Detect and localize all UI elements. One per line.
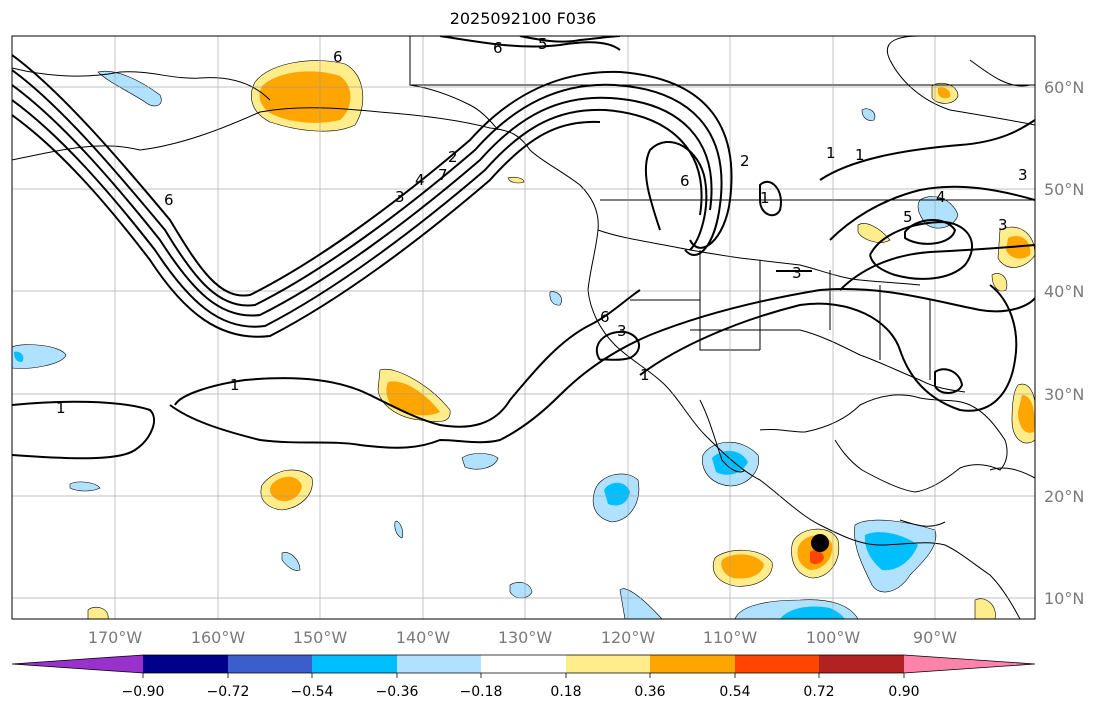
contour-label: 1 — [760, 189, 770, 207]
colorbar-segment — [904, 655, 1035, 673]
contour-label: 5 — [903, 208, 913, 226]
latitude-labels: 60°N 50°N 40°N 30°N 20°N 10°N — [1044, 78, 1084, 608]
contour-label: 3 — [617, 322, 627, 340]
contour-label: 4 — [936, 188, 946, 206]
contour-label: 6 — [493, 39, 503, 57]
colorbar-segment — [143, 655, 229, 673]
colorbar-tick-label: −0.36 — [376, 684, 419, 700]
contour-label: 6 — [600, 308, 610, 326]
map-title: 2025092100 F036 — [449, 9, 597, 28]
colorbar-tick-label: 0.36 — [634, 684, 665, 700]
lon-label: 130°W — [498, 628, 553, 647]
contour-label: 3 — [998, 216, 1008, 234]
colorbar-segment — [735, 655, 821, 673]
map-border — [11, 35, 1036, 620]
colorbar-tick-label: −0.18 — [460, 684, 503, 700]
colorbar-tick-label: −0.90 — [122, 684, 165, 700]
contour-label: 5 — [538, 35, 548, 53]
contour-label: 6 — [164, 191, 174, 209]
colorbar-segment — [819, 655, 905, 673]
lat-label: 40°N — [1044, 282, 1084, 301]
lat-label: 50°N — [1044, 180, 1084, 199]
colorbar-segment — [566, 655, 652, 673]
contour-label: 1 — [56, 399, 66, 417]
lat-label: 20°N — [1044, 487, 1084, 506]
colorbar-segment — [312, 655, 398, 673]
colorbar-segment — [397, 655, 483, 673]
colorbar-segment — [481, 655, 567, 673]
lat-label: 10°N — [1044, 589, 1084, 608]
lon-label: 140°W — [396, 628, 451, 647]
lon-label: 110°W — [703, 628, 758, 647]
contour-label: 6 — [680, 172, 690, 190]
lat-label: 60°N — [1044, 78, 1084, 97]
lon-label: 160°W — [191, 628, 246, 647]
contour-lines — [12, 36, 1035, 460]
contour-label: 6 — [333, 48, 343, 66]
contour-label: 3 — [792, 264, 802, 282]
lat-label: 30°N — [1044, 385, 1084, 404]
shade-bering-negative — [97, 70, 162, 107]
contour-label-group: 6 5 6 6 2 3 4 7 1 1 1 1 2 6 1 1 3 3 3 4 … — [56, 35, 1028, 417]
lon-label: 90°W — [913, 628, 957, 647]
colorbar-tick-label: −0.72 — [207, 684, 250, 700]
contour-label: 1 — [230, 376, 240, 394]
colorbar-tick-label: 0.72 — [803, 684, 834, 700]
colorbar-segment — [650, 655, 736, 673]
colorbar-tick-label: −0.54 — [291, 684, 334, 700]
lon-label: 120°W — [601, 628, 656, 647]
contour-label: 2 — [740, 152, 750, 170]
contour-label: 2 — [448, 148, 458, 166]
contour-label: 1 — [855, 146, 865, 164]
shaded-anomalies — [12, 60, 1035, 619]
lon-label: 150°W — [293, 628, 348, 647]
colorbar-segment — [12, 655, 143, 673]
contour-label: 3 — [395, 188, 405, 206]
contour-label: 1 — [826, 144, 836, 162]
colorbar-tick-label: 0.90 — [888, 684, 919, 700]
contour-label: 1 — [640, 366, 650, 384]
colorbar-segment — [228, 655, 314, 673]
colorbar: −0.90 −0.72 −0.54 −0.36 −0.18 0.18 0.36 … — [11, 654, 1036, 700]
colorbar-tick-label: 0.54 — [719, 684, 750, 700]
contour-label: 3 — [1018, 166, 1028, 184]
contour-label: 4 — [415, 171, 425, 189]
contour-label: 7 — [438, 166, 448, 184]
longitude-labels: 170°W 160°W 150°W 140°W 130°W 120°W 110°… — [88, 628, 957, 647]
lon-label: 100°W — [806, 628, 861, 647]
colorbar-tick-label: 0.18 — [550, 684, 581, 700]
location-marker — [811, 534, 829, 552]
lon-label: 170°W — [88, 628, 143, 647]
